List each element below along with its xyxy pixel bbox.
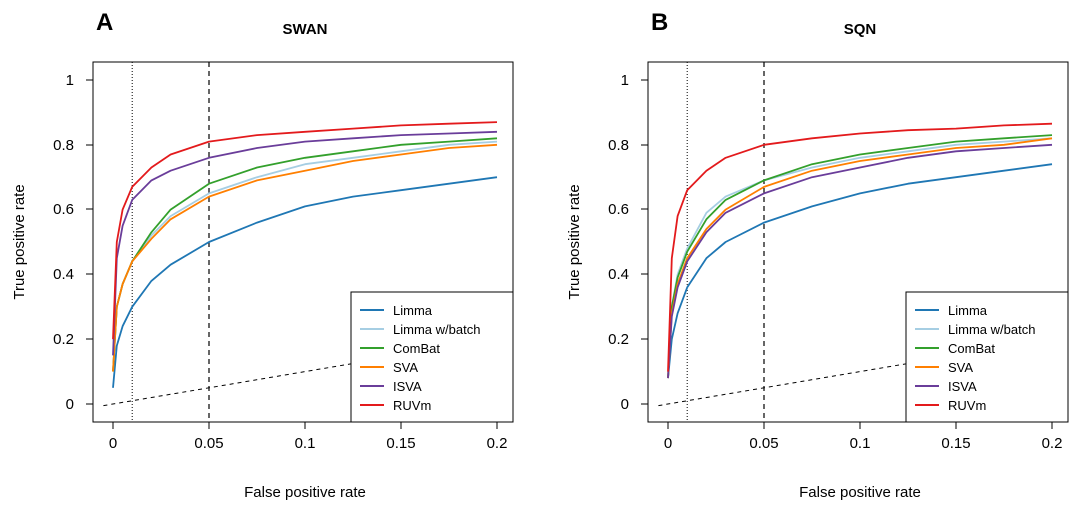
panel-b: B SQN 0 0.2 0.4 0.6 0.8 1 0 0.05 0.1 0.1… [566, 9, 1069, 501]
panel-a-series-ruvm [112, 121, 498, 340]
panel-b-y-axis-label: True positive rate [566, 184, 583, 299]
panel-b-y-ticks: 0 0.2 0.4 0.6 0.8 1 [608, 72, 648, 413]
panel-b-legend-label-ruvm: RUVm [948, 398, 986, 413]
panel-a-x-axis-label: False positive rate [244, 484, 366, 501]
panel-a-y-tick-label: 0 [66, 396, 74, 413]
panel-b-chance-diagonal-line [658, 338, 1053, 407]
panel-b-y-tick-label: 0.6 [608, 201, 629, 218]
panel-a-y-tick-label: 1 [66, 72, 74, 89]
panel-a-y-ticks: 0 0.2 0.4 0.6 0.8 1 [53, 72, 93, 413]
panel-a-x-tick-label: 0.1 [295, 435, 316, 452]
panel-a-x-ticks: 0 0.05 0.1 0.15 0.2 [109, 422, 508, 452]
panel-b-series-combat [667, 134, 1053, 379]
panel-b-series-limma [667, 163, 1053, 379]
panel-b-legend-box [905, 291, 1069, 423]
panel-b-legend-label-limma-batch: Limma w/batch [948, 322, 1035, 337]
panel-a-y-tick-label: 0.4 [53, 266, 74, 283]
panel-a-plot-frame [92, 61, 514, 423]
panel-a-x-tick-label: 0.2 [487, 435, 508, 452]
panel-a: A SWAN 0 0.2 0.4 0.6 0.8 1 0 0.05 0.1 0.… [11, 9, 514, 501]
panel-a-chance-diagonal-line [103, 338, 498, 407]
panel-b-series-ruvm [667, 122, 1053, 372]
panel-a-series-sva [112, 143, 498, 372]
panel-a-letter: A [96, 9, 113, 36]
panel-a-legend-label-combat: ComBat [393, 341, 440, 356]
panel-b-x-axis-label: False positive rate [799, 484, 921, 501]
panel-b-y-tick-label: 1 [621, 72, 629, 89]
panel-a-x-tick-label: 0 [109, 435, 117, 452]
panel-b-x-tick-label: 0 [664, 435, 672, 452]
panel-b-title: SQN [844, 21, 877, 38]
panel-a-y-tick-label: 0.8 [53, 137, 74, 154]
panel-a-title: SWAN [283, 21, 328, 38]
panel-b-plot-frame [647, 61, 1069, 423]
panel-b-legend: Limma Limma w/batch ComBat SVA ISVA RUVm [905, 291, 1069, 423]
panel-a-legend: Limma Limma w/batch ComBat SVA ISVA RUVm [350, 291, 514, 423]
panel-a-series-isva [112, 130, 498, 356]
panel-b-x-tick-label: 0.05 [749, 435, 778, 452]
panel-b-y-tick-label: 0.8 [608, 137, 629, 154]
panel-b-series-isva [667, 143, 1053, 379]
panel-a-legend-label-isva: ISVA [393, 379, 422, 394]
panel-a-plot-area [103, 62, 498, 422]
panel-a-y-axis-label: True positive rate [11, 184, 28, 299]
panel-b-y-tick-label: 0 [621, 396, 629, 413]
panel-a-legend-box [350, 291, 514, 423]
panel-a-legend-label-limma: Limma [393, 303, 433, 318]
panel-b-letter: B [651, 9, 668, 36]
panel-b-x-tick-label: 0.2 [1042, 435, 1063, 452]
panel-b-x-ticks: 0 0.05 0.1 0.15 0.2 [664, 422, 1063, 452]
panel-b-plot-area [658, 62, 1053, 422]
panel-b-legend-label-isva: ISVA [948, 379, 977, 394]
panel-a-x-tick-label: 0.15 [386, 435, 415, 452]
panel-b-y-tick-label: 0.2 [608, 331, 629, 348]
panel-b-x-tick-label: 0.1 [850, 435, 871, 452]
panel-b-y-tick-label: 0.4 [608, 266, 629, 283]
panel-b-x-tick-label: 0.15 [941, 435, 970, 452]
panel-a-legend-label-ruvm: RUVm [393, 398, 431, 413]
panel-a-legend-label-limma-batch: Limma w/batch [393, 322, 480, 337]
panel-a-y-tick-label: 0.6 [53, 201, 74, 218]
panel-b-legend-label-combat: ComBat [948, 341, 995, 356]
panel-a-legend-label-sva: SVA [393, 360, 418, 375]
panel-b-legend-label-limma: Limma [948, 303, 988, 318]
panel-a-y-tick-label: 0.2 [53, 331, 74, 348]
panel-a-series-limma [112, 176, 498, 388]
panel-a-x-tick-label: 0.05 [194, 435, 223, 452]
panel-b-series-sva [667, 137, 1053, 379]
panel-b-legend-label-sva: SVA [948, 360, 973, 375]
